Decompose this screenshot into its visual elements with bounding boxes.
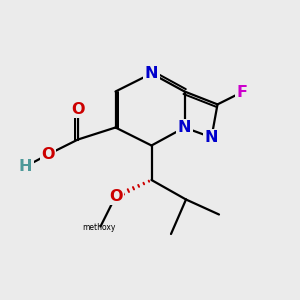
Text: F: F (236, 85, 247, 100)
Text: N: N (178, 120, 191, 135)
Text: O: O (109, 189, 122, 204)
Text: O: O (71, 102, 85, 117)
Text: N: N (145, 66, 158, 81)
Text: H: H (19, 159, 32, 174)
Text: methoxy: methoxy (82, 223, 116, 232)
Text: N: N (205, 130, 218, 145)
Text: O: O (41, 147, 55, 162)
